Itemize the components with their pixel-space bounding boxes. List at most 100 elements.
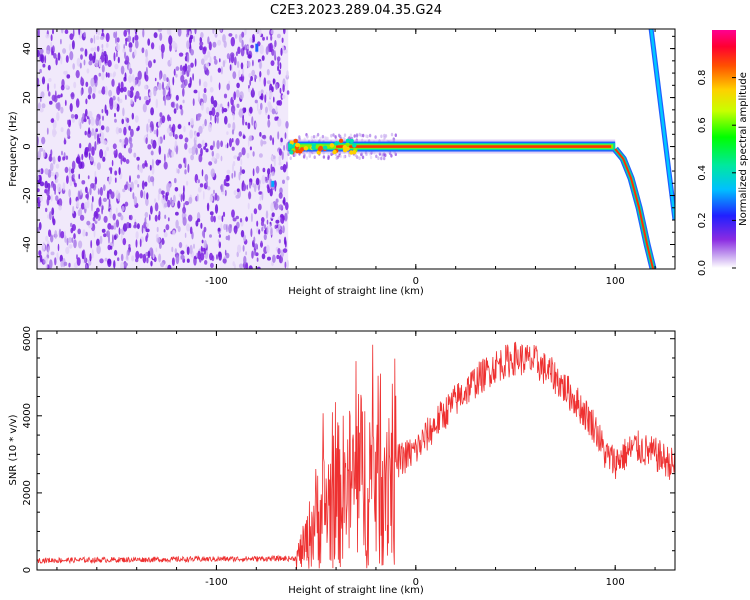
noise-speck [230,52,235,58]
noise-speck [88,118,91,125]
noise-speck [135,90,140,99]
noise-speck [58,198,63,208]
noise-speck [213,189,215,195]
noise-speck [285,121,289,129]
noise-speck [190,118,195,126]
noise-speck [209,252,213,261]
noise-speck [178,134,183,140]
noise-speck [72,63,75,70]
noise-speck [149,214,151,221]
noise-speck [207,36,210,45]
noise-speck [157,137,161,146]
noise-speck [96,35,100,40]
noise-speck [80,47,84,52]
noise-speck [171,151,175,158]
colorbar-tick-label: 0.6 [697,117,708,133]
tone-blob [295,149,300,154]
noise-speck [244,29,247,36]
noise-speck [212,140,215,148]
tone-halo [348,136,351,140]
noise-speck [166,83,169,91]
noise-speck [113,101,118,110]
noise-speck [200,147,203,157]
noise-speck [171,266,176,269]
noise-speck [268,102,272,112]
noise-speck [70,222,73,228]
figure-title: C2E3.2023.289.04.35.G24 [270,3,442,18]
rising-line-inner [649,29,675,221]
noise-speck [131,112,134,120]
noise-speck [101,51,104,61]
noise-speck [162,73,167,82]
noise-speck [261,253,266,260]
noise-speck [278,69,281,75]
noise-speck [79,62,82,69]
noise-speck [49,211,52,221]
noise-speck [182,87,185,97]
noise-speck [100,135,105,144]
noise-speck [52,128,57,138]
noise-speck [124,51,127,59]
noise-speck [66,128,71,138]
noise-speck [245,262,249,269]
noise-speck [84,201,89,210]
noise-speck [188,214,193,222]
noise-speck [41,76,46,85]
noise-speck [238,263,244,269]
noise-speck [90,47,95,52]
noise-speck [81,153,84,161]
noise-speck [119,139,122,143]
spectrogram-frame [36,28,676,270]
noise-speck [46,127,49,135]
noise-speck [117,193,121,202]
noise-speck [128,42,133,49]
tone-blob [338,138,344,143]
noise-speck [187,163,190,173]
noise-speck [81,180,86,185]
noise-speck [127,90,131,97]
noise-speck [126,250,128,261]
noise-speck [138,165,143,172]
noise-speck [220,103,223,108]
noise-speck [184,213,187,218]
noise-speck [225,252,230,259]
noise-speck [283,144,286,151]
noise-speck [136,223,140,230]
noise-speck [177,226,181,233]
noise-speck [122,238,127,246]
noise-speck [112,213,116,221]
noise-speck [174,178,177,184]
noise-speck [233,56,237,66]
noise-speck [272,254,276,263]
noise-speck [186,53,190,63]
noise-speck [139,253,143,259]
noise-speck [259,195,262,201]
noise-speck [248,180,252,189]
noise-speck [101,207,103,215]
noise-speck [233,190,237,196]
noise-speck [175,145,179,155]
noise-speck [275,198,279,203]
tone-halo [315,134,318,139]
noise-speck [133,224,138,229]
noise-speck [282,179,285,184]
noise-speck [268,90,273,99]
noise-speck [168,35,173,45]
noise-speck [128,125,131,131]
noise-speck [260,220,265,227]
noise-speck [261,191,264,201]
noise-speck [90,240,93,249]
noise-speck [144,160,147,167]
noise-speck [199,41,204,47]
noise-speck [63,70,67,75]
noise-speck [180,84,184,89]
noise-speck [108,199,111,207]
noise-speck [213,100,218,108]
noise-speck [146,232,149,239]
noise-speck [99,235,103,245]
noise-speck [124,72,127,80]
noise-speck [210,262,214,269]
noise-speck [124,184,128,191]
noise-speck [94,59,99,68]
noise-speck [188,121,191,126]
